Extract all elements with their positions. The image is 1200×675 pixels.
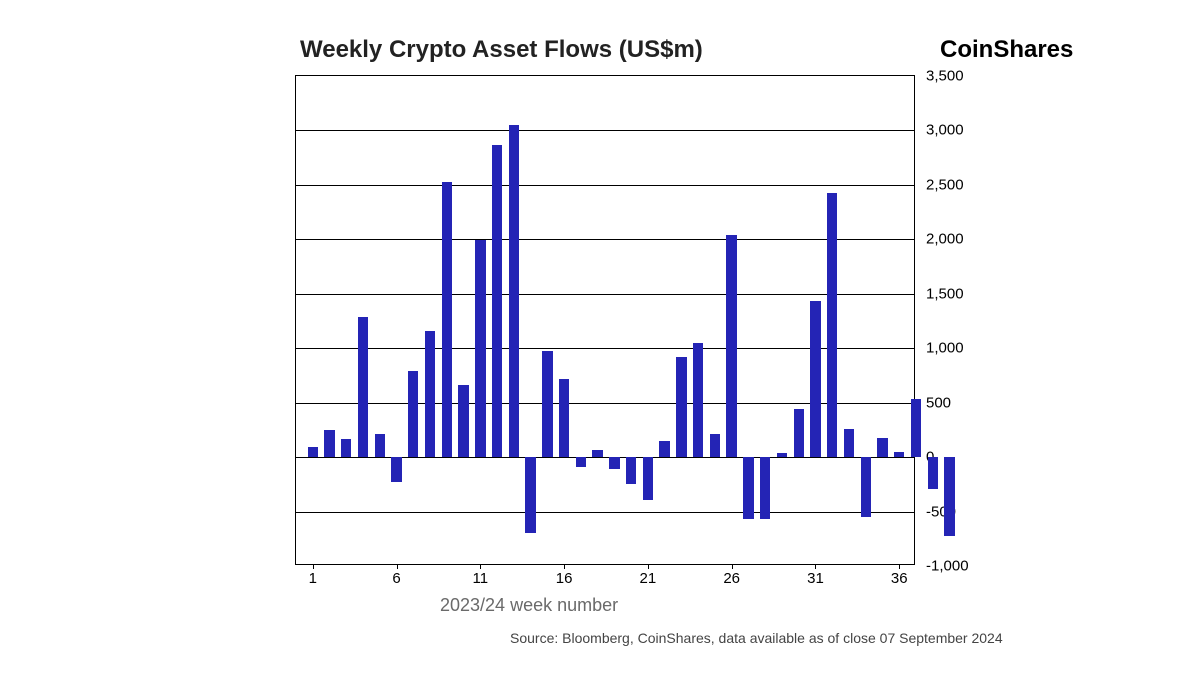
bar [324,430,334,457]
bar [676,357,686,457]
y-tick-label: 3,500 [926,68,964,85]
source-text: Source: Bloomberg, CoinShares, data avai… [510,630,1003,646]
bar [743,457,753,519]
bar [844,429,854,457]
bar [592,450,602,457]
bar [509,125,519,457]
x-tick-mark [313,564,314,569]
bar [609,457,619,468]
gridline [296,294,914,295]
x-tick-mark [732,564,733,569]
x-tick-label: 26 [723,570,740,587]
gridline [296,512,914,513]
gridline [296,239,914,240]
x-axis-label: 2023/24 week number [440,595,618,616]
bar [391,457,401,482]
bar [911,399,921,457]
bar [542,351,552,457]
x-tick-label: 6 [392,570,400,587]
bar [877,438,887,458]
bar [475,240,485,457]
y-tick-label: 3,000 [926,122,964,139]
y-tick-label: -1,000 [926,558,969,575]
bar [358,317,368,457]
bar [525,457,535,533]
bar [944,457,954,535]
x-tick-mark [815,564,816,569]
bar [576,457,586,467]
x-tick-label: 1 [309,570,317,587]
x-tick-label: 21 [640,570,657,587]
x-tick-label: 16 [556,570,573,587]
bar [894,452,904,457]
bar [308,447,318,457]
gridline [296,130,914,131]
y-tick-label: 500 [926,394,951,411]
y-tick-label: 2,000 [926,231,964,248]
y-tick-label: 2,500 [926,176,964,193]
bar [341,439,351,458]
brand-label: CoinShares [940,36,1073,64]
bar [408,371,418,457]
bar [777,453,787,457]
bar [659,441,669,457]
x-tick-label: 31 [807,570,824,587]
bar [492,145,502,458]
bar [710,434,720,457]
x-tick-label: 36 [891,570,908,587]
bar [928,457,938,489]
bar [559,379,569,457]
gridline [296,403,914,404]
y-tick-label: 1,500 [926,285,964,302]
x-tick-mark [397,564,398,569]
bar [458,385,468,457]
bar [643,457,653,499]
bar [827,193,837,458]
bar [375,434,385,457]
x-tick-mark [480,564,481,569]
bar [760,457,770,519]
bar [442,182,452,457]
chart-container: Weekly Crypto Asset Flows (US$m) CoinSha… [0,0,1200,675]
x-tick-mark [648,564,649,569]
chart-title: Weekly Crypto Asset Flows (US$m) [300,36,703,64]
x-tick-mark [899,564,900,569]
y-tick-label: 1,000 [926,340,964,357]
bar [810,301,820,457]
plot-area: -1,000-50005001,0001,5002,0002,5003,0003… [295,75,915,565]
x-tick-label: 11 [473,570,489,587]
gridline [296,185,914,186]
bar [726,235,736,457]
bar [794,409,804,457]
bar [861,457,871,517]
x-tick-mark [564,564,565,569]
bar [626,457,636,484]
bar [693,343,703,457]
bar [425,331,435,457]
gridline [296,348,914,349]
gridline [296,457,914,458]
